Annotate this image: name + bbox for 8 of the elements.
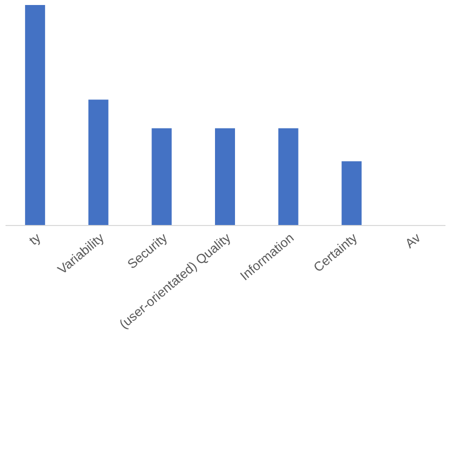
- bar: [278, 128, 298, 225]
- bar: [88, 100, 108, 225]
- bar: [25, 5, 46, 225]
- x-tick-label: Av: [402, 230, 424, 252]
- bar: [342, 161, 362, 225]
- x-tick-label: ty: [26, 230, 44, 248]
- bar: [215, 128, 235, 225]
- bar: [152, 128, 172, 225]
